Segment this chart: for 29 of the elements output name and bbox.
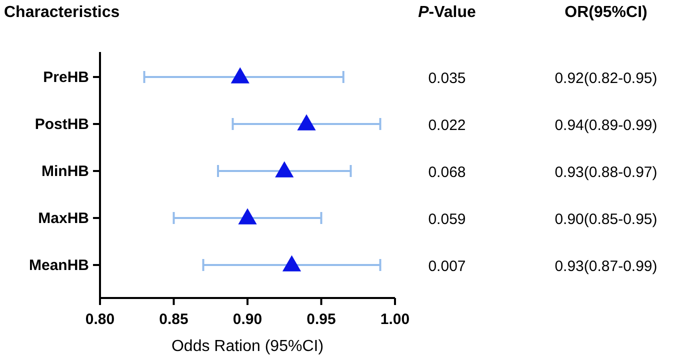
- y-tick-label: PreHB: [43, 69, 90, 86]
- point: [230, 67, 250, 84]
- x-tick-label: 0.95: [306, 311, 336, 328]
- text: 0.068: [428, 164, 466, 181]
- y-axis-title: Characteristics: [4, 4, 120, 21]
- text: 0.059: [428, 211, 466, 228]
- x-tick-label: 0.90: [232, 311, 262, 328]
- text: 0.93(0.88-0.97): [554, 164, 658, 181]
- x-axis-title: Odds Ration (95%CI): [171, 338, 324, 355]
- y-tick-label: MaxHB: [38, 210, 90, 227]
- text: 0.92(0.82-0.95): [554, 70, 658, 87]
- point: [275, 161, 294, 178]
- point: [297, 114, 316, 130]
- text: P-Value: [418, 4, 476, 21]
- x-tick-label: 0.80: [85, 311, 115, 328]
- y-tick-label: PostHB: [34, 116, 90, 133]
- text: 0.94(0.89-0.99): [554, 117, 658, 134]
- x-tick-label: 0.85: [159, 311, 188, 328]
- point: [282, 255, 302, 272]
- text: 0.90(0.85-0.95): [554, 211, 658, 228]
- point: [238, 208, 257, 224]
- text: 0.035: [428, 70, 466, 87]
- y-tick-label: MeanHB: [28, 257, 90, 274]
- text: 0.007: [428, 258, 466, 275]
- text: OR(95%CI): [564, 4, 648, 21]
- x-tick-label: 1.00: [380, 311, 410, 328]
- text: 0.022: [428, 117, 466, 134]
- y-tick-label: MinHB: [42, 163, 90, 180]
- text: 0.93(0.87-0.99): [554, 258, 658, 275]
